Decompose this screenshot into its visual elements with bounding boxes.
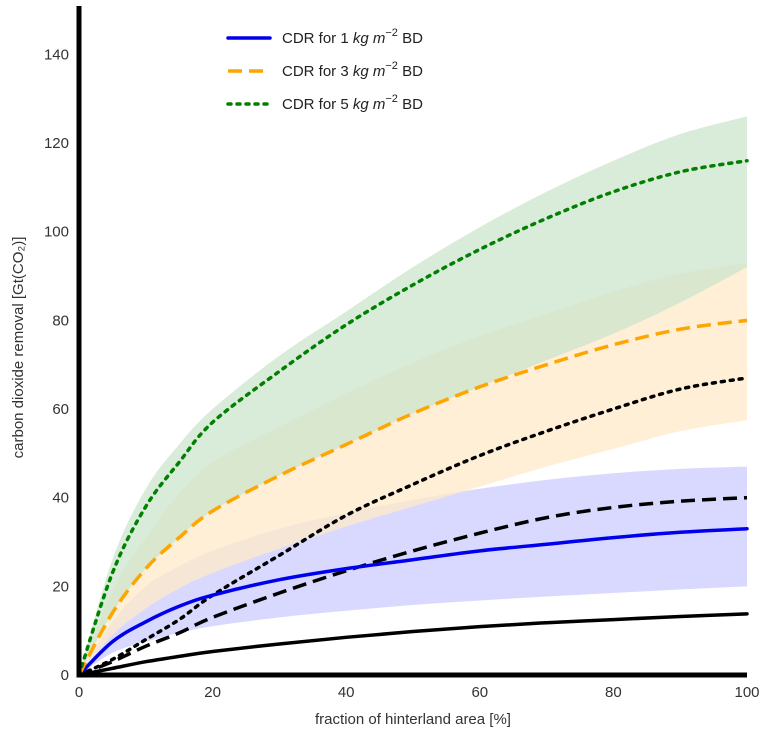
series-lines xyxy=(77,158,749,677)
confidence-band-3 xyxy=(79,116,747,675)
series-line-2 xyxy=(77,318,748,676)
axes xyxy=(76,6,747,678)
y-axis-label: carbon dioxide removal [Gt(CO₂)] xyxy=(10,237,27,459)
legend-label: CDR for 5 kg m−2 BD xyxy=(282,93,423,113)
y-tick-label: 60 xyxy=(52,401,69,418)
legend: CDR for 1 kg m−2 BD CDR for 3 kg m−2 BD CD… xyxy=(226,27,423,113)
confidence-bands xyxy=(79,116,747,675)
x-tick-label: 80 xyxy=(605,684,622,701)
x-tick-label: 60 xyxy=(471,684,488,701)
x-tick-label: 0 xyxy=(75,684,83,701)
y-tick-label: 80 xyxy=(52,312,69,329)
legend-label: CDR for 1 kg m−2 BD xyxy=(282,27,423,47)
y-tick-label: 120 xyxy=(44,135,69,152)
y-tick-label: 40 xyxy=(52,490,69,507)
x-tick-label: 100 xyxy=(734,684,759,701)
series-line-1 xyxy=(77,526,749,677)
y-tick-label: 100 xyxy=(44,224,69,241)
series-line-4 xyxy=(77,612,749,677)
confidence-band-1 xyxy=(79,466,747,675)
x-axis-label: fraction of hinterland area [%] xyxy=(315,711,511,728)
x-tick-label: 20 xyxy=(204,684,221,701)
tick-labels: 0 20 40 60 80 100 0 20 40 60 80 100 120 140 xyxy=(44,46,760,701)
y-tick-label: 0 xyxy=(61,667,69,684)
legend-label: CDR for 3 kg m−2 BD xyxy=(282,60,423,80)
y-tick-label: 20 xyxy=(52,578,69,595)
y-tick-label: 140 xyxy=(44,46,69,63)
x-tick-label: 40 xyxy=(338,684,355,701)
confidence-band-2 xyxy=(79,262,747,675)
